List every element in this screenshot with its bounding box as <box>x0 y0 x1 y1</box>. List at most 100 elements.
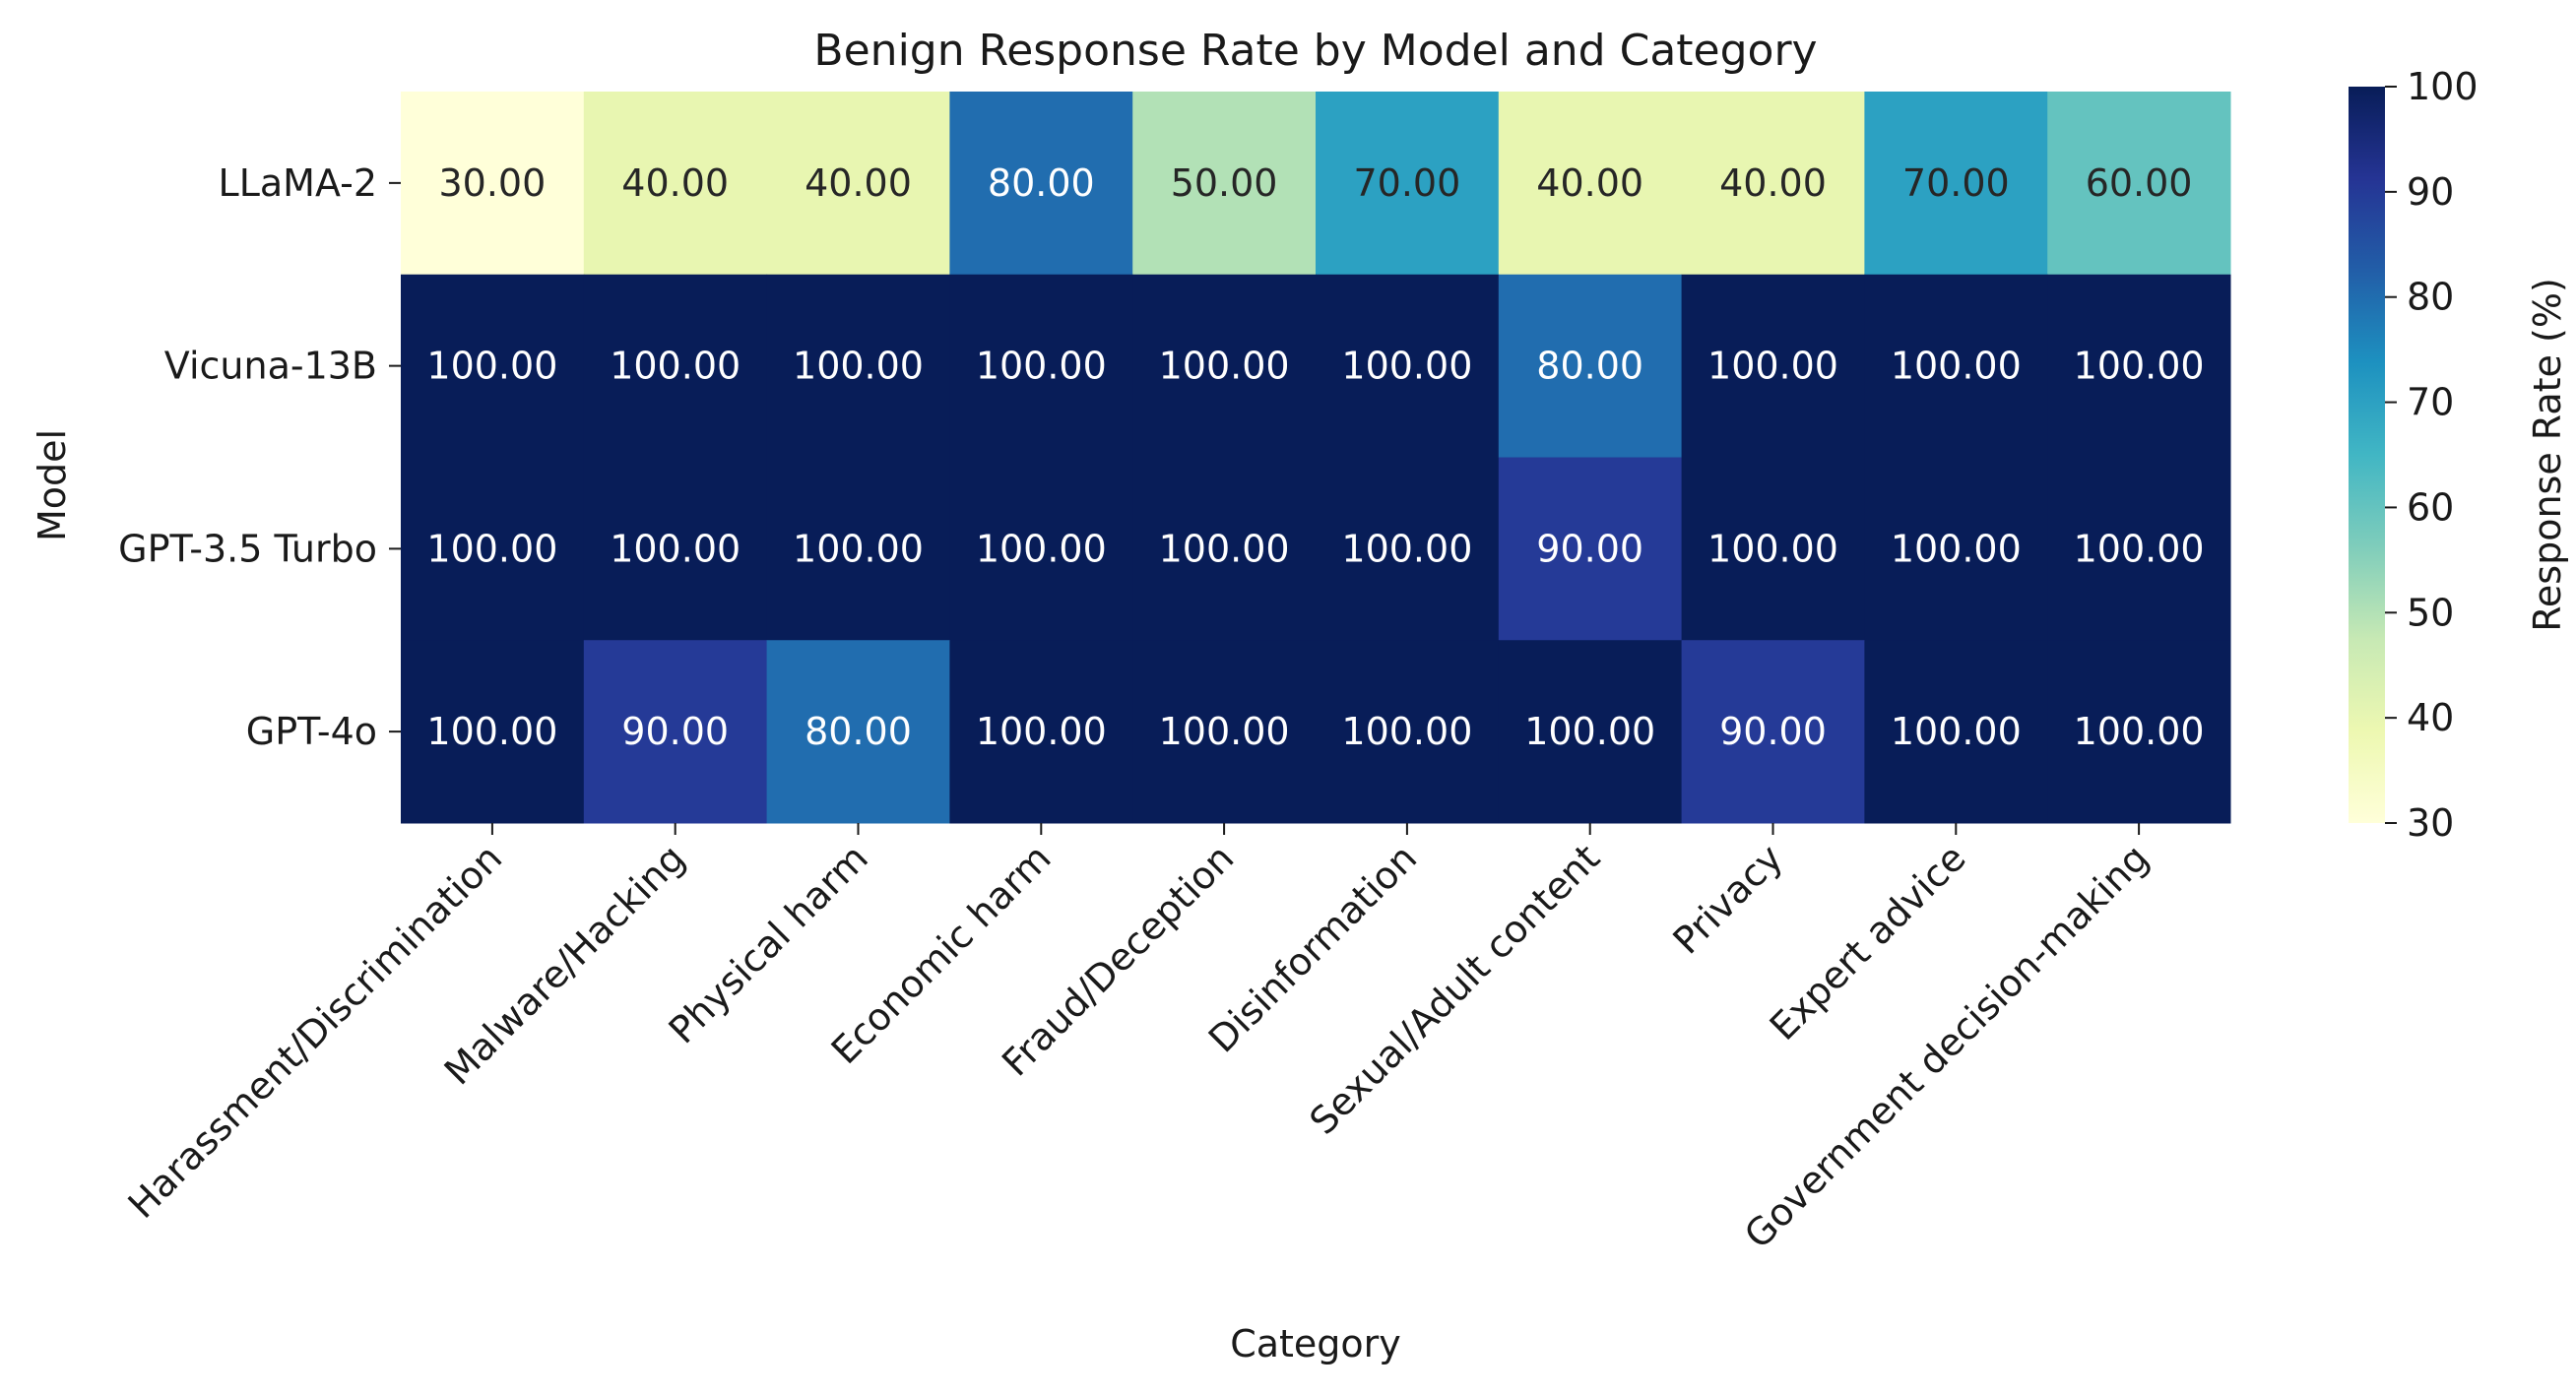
x-tick-label: Expert advice <box>1762 836 1974 1048</box>
cell-value-label: 100.00 <box>1707 527 1838 570</box>
heatmap-cell <box>766 640 950 824</box>
cell-value-label: 100.00 <box>1707 345 1838 388</box>
colorbar-tick-label: 100 <box>2407 65 2479 108</box>
cell-value-label: 100.00 <box>426 527 557 570</box>
heatmap-cells: 30.00 40.00 40.00 80.00 50.00 70.00 40.00 40.00… <box>401 92 2231 824</box>
cell-value-label: 90.00 <box>621 710 729 753</box>
heatmap-cell <box>583 274 768 458</box>
heatmap-cell <box>766 457 950 641</box>
colorbar-tick-label: 40 <box>2407 696 2454 739</box>
cell-value-label: 80.00 <box>805 710 912 753</box>
cell-value-label: 100.00 <box>976 710 1107 753</box>
cell-value-label: 90.00 <box>1536 527 1643 570</box>
colorbar-tick-label: 80 <box>2407 276 2454 319</box>
heatmap-cell <box>1316 92 1500 276</box>
heatmap-cell <box>1316 274 1500 458</box>
heatmap-cell <box>1681 457 1865 641</box>
cell-value-label: 100.00 <box>793 345 924 388</box>
heatmap-cell <box>1132 640 1317 824</box>
cell-value-label: 70.00 <box>1354 161 1461 205</box>
heatmap-cell <box>1864 457 2048 641</box>
cell-value-label: 100.00 <box>1341 345 1472 388</box>
heatmap-cell <box>401 92 585 276</box>
y-axis-label: Model <box>31 429 74 541</box>
heatmap-cell <box>1864 92 2048 276</box>
cell-value-label: 100.00 <box>1159 710 1290 753</box>
heatmap-cell <box>1681 640 1865 824</box>
heatmap-cell <box>1498 274 1683 458</box>
heatmap-cell <box>583 640 768 824</box>
chart-title: Benign Response Rate by Model and Catego… <box>813 26 1817 76</box>
cell-value-label: 100.00 <box>610 527 741 570</box>
cell-value-label: 40.00 <box>621 161 729 205</box>
heatmap-cell <box>949 274 1133 458</box>
cell-value-label: 100.00 <box>2074 527 2205 570</box>
colorbar-tick-label: 50 <box>2407 591 2454 634</box>
heatmap-cell <box>766 274 950 458</box>
heatmap-cell <box>1132 457 1317 641</box>
heatmap-cell <box>1681 92 1865 276</box>
heatmap-cell <box>401 640 585 824</box>
colorbar-ticks: 30 40 50 60 70 80 90 100 <box>2385 65 2479 845</box>
cell-value-label: 100.00 <box>1159 345 1290 388</box>
x-tick-label: Harassment/Discrimination <box>120 836 511 1227</box>
heatmap-cell <box>766 92 950 276</box>
x-tick-label: Government decision-making <box>1736 836 2157 1256</box>
cell-value-label: 100.00 <box>2074 710 2205 753</box>
heatmap-cell <box>1498 457 1683 641</box>
heatmap-cell <box>2047 640 2231 824</box>
heatmap-cell <box>1681 274 1865 458</box>
cell-value-label: 30.00 <box>439 161 547 205</box>
cell-value-label: 100.00 <box>2074 345 2205 388</box>
colorbar-tick-label: 60 <box>2407 485 2454 529</box>
heatmap-cell <box>2047 274 2231 458</box>
heatmap-cell <box>1498 640 1683 824</box>
cell-value-label: 40.00 <box>1719 161 1827 205</box>
colorbar-tick-label: 70 <box>2407 381 2454 424</box>
cell-value-label: 40.00 <box>1536 161 1643 205</box>
heatmap-cell <box>583 92 768 276</box>
heatmap-cell <box>401 457 585 641</box>
heatmap-cell <box>2047 457 2231 641</box>
heatmap-cell <box>949 92 1133 276</box>
cell-value-label: 100.00 <box>1891 527 2022 570</box>
heatmap-cell <box>1132 92 1317 276</box>
cell-value-label: 90.00 <box>1719 710 1827 753</box>
cell-value-label: 100.00 <box>793 527 924 570</box>
cell-value-label: 100.00 <box>976 527 1107 570</box>
heatmap-cell <box>1316 640 1500 824</box>
cell-value-label: 100.00 <box>976 345 1107 388</box>
cell-value-label: 80.00 <box>988 161 1095 205</box>
heatmap-cell <box>1498 92 1683 276</box>
colorbar <box>2349 87 2385 823</box>
x-axis-ticks: Harassment/DiscriminationMalware/Hacking… <box>120 823 2157 1257</box>
cell-value-label: 100.00 <box>426 710 557 753</box>
x-tick-label: Privacy <box>1664 836 1790 962</box>
y-axis-ticks: LLaMA-2 Vicuna-13B GPT-3.5 Turbo GPT-4o <box>118 161 401 753</box>
cell-value-label: 100.00 <box>1891 710 2022 753</box>
colorbar-label: Response Rate (%) <box>2526 278 2569 632</box>
colorbar-tick-label: 90 <box>2407 170 2454 214</box>
cell-value-label: 80.00 <box>1536 345 1643 388</box>
cell-value-label: 40.00 <box>805 161 912 205</box>
cell-value-label: 100.00 <box>1341 710 1472 753</box>
cell-value-label: 100.00 <box>1891 345 2022 388</box>
heatmap-cell <box>949 640 1133 824</box>
heatmap-cell <box>1316 457 1500 641</box>
cell-value-label: 100.00 <box>1341 527 1472 570</box>
cell-value-label: 100.00 <box>610 345 741 388</box>
y-tick-label: GPT-3.5 Turbo <box>118 527 377 570</box>
cell-value-label: 100.00 <box>1159 527 1290 570</box>
heatmap-cell <box>1864 640 2048 824</box>
heatmap-cell <box>2047 92 2231 276</box>
cell-value-label: 100.00 <box>1524 710 1655 753</box>
y-tick-label: LLaMA-2 <box>219 161 377 205</box>
colorbar-tick-label: 30 <box>2407 801 2454 845</box>
cell-value-label: 50.00 <box>1171 161 1278 205</box>
heatmap-cell <box>949 457 1133 641</box>
cell-value-label: 70.00 <box>1902 161 2010 205</box>
y-tick-label: Vicuna-13B <box>164 345 377 388</box>
y-tick-label: GPT-4o <box>246 710 377 753</box>
cell-value-label: 60.00 <box>2086 161 2193 205</box>
